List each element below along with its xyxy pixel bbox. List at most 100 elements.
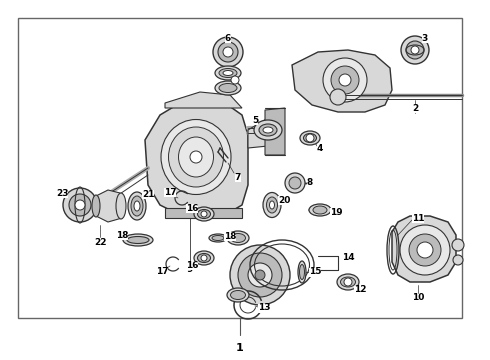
Text: 5: 5 (252, 116, 258, 125)
Ellipse shape (215, 81, 241, 95)
Bar (18, 18, 462, 318)
Text: 19: 19 (330, 207, 343, 216)
Polygon shape (96, 190, 122, 222)
Circle shape (411, 46, 419, 54)
Circle shape (323, 58, 367, 102)
Ellipse shape (134, 201, 140, 211)
Circle shape (238, 253, 282, 297)
Ellipse shape (209, 234, 227, 242)
Ellipse shape (197, 210, 211, 219)
Ellipse shape (161, 120, 231, 194)
Ellipse shape (123, 234, 153, 246)
Text: 11: 11 (412, 213, 424, 222)
Circle shape (289, 177, 301, 189)
Circle shape (255, 270, 265, 280)
Ellipse shape (337, 274, 359, 290)
Circle shape (248, 263, 272, 287)
Text: 18: 18 (224, 231, 236, 240)
Text: 8: 8 (307, 177, 313, 186)
Text: 17: 17 (164, 188, 176, 197)
Ellipse shape (227, 288, 249, 302)
Circle shape (401, 36, 429, 64)
Ellipse shape (131, 196, 143, 216)
Circle shape (453, 255, 463, 265)
Ellipse shape (303, 134, 317, 143)
Ellipse shape (227, 231, 249, 245)
Text: 1: 1 (236, 343, 244, 353)
Text: 22: 22 (94, 238, 106, 247)
Circle shape (201, 211, 207, 217)
Polygon shape (392, 216, 456, 282)
Circle shape (201, 255, 207, 261)
Circle shape (63, 188, 97, 222)
Circle shape (230, 245, 290, 305)
Polygon shape (265, 108, 285, 155)
Ellipse shape (92, 195, 100, 217)
Circle shape (218, 42, 238, 62)
Ellipse shape (254, 120, 282, 140)
Text: 21: 21 (142, 189, 154, 198)
Ellipse shape (212, 235, 224, 240)
Text: 17: 17 (156, 267, 168, 276)
Circle shape (330, 89, 346, 105)
Ellipse shape (178, 137, 214, 177)
Text: 7: 7 (235, 172, 241, 181)
Text: 23: 23 (56, 189, 68, 198)
Polygon shape (292, 50, 392, 112)
Polygon shape (165, 92, 242, 108)
Circle shape (406, 41, 424, 59)
Polygon shape (165, 208, 242, 218)
Text: 16: 16 (186, 203, 198, 212)
Ellipse shape (259, 124, 277, 136)
Ellipse shape (127, 237, 149, 243)
Circle shape (400, 225, 450, 275)
Ellipse shape (219, 68, 237, 77)
Circle shape (75, 200, 85, 210)
Ellipse shape (230, 234, 245, 243)
Text: 15: 15 (309, 267, 321, 276)
Ellipse shape (194, 251, 214, 265)
Text: 2: 2 (412, 104, 418, 113)
Ellipse shape (298, 261, 306, 283)
Circle shape (223, 47, 233, 57)
Ellipse shape (215, 66, 241, 80)
Ellipse shape (300, 131, 320, 145)
Text: 6: 6 (225, 33, 231, 42)
Circle shape (344, 278, 352, 286)
Circle shape (409, 234, 441, 266)
Ellipse shape (194, 207, 214, 221)
Text: 13: 13 (258, 303, 270, 312)
Ellipse shape (270, 201, 274, 209)
Circle shape (190, 151, 202, 163)
Ellipse shape (169, 127, 223, 187)
Circle shape (69, 194, 91, 216)
Ellipse shape (263, 127, 273, 133)
Ellipse shape (116, 193, 126, 219)
Circle shape (452, 239, 464, 251)
Ellipse shape (219, 84, 237, 93)
Ellipse shape (313, 206, 327, 214)
Text: 12: 12 (354, 285, 366, 294)
Ellipse shape (341, 277, 356, 287)
Ellipse shape (267, 197, 277, 213)
Text: 18: 18 (116, 230, 128, 239)
Text: 14: 14 (342, 253, 354, 262)
Ellipse shape (230, 291, 245, 300)
Ellipse shape (299, 265, 304, 279)
Ellipse shape (263, 193, 281, 217)
Text: 9: 9 (187, 266, 193, 274)
Ellipse shape (309, 204, 331, 216)
Circle shape (285, 173, 305, 193)
Text: 10: 10 (412, 293, 424, 302)
Ellipse shape (128, 192, 146, 220)
Polygon shape (145, 100, 248, 215)
Text: 3: 3 (422, 33, 428, 42)
Ellipse shape (197, 253, 211, 262)
Polygon shape (248, 118, 278, 148)
Text: 20: 20 (278, 195, 290, 204)
Circle shape (417, 242, 433, 258)
Ellipse shape (231, 76, 239, 84)
Circle shape (213, 37, 243, 67)
Circle shape (306, 134, 314, 142)
Ellipse shape (223, 71, 233, 76)
